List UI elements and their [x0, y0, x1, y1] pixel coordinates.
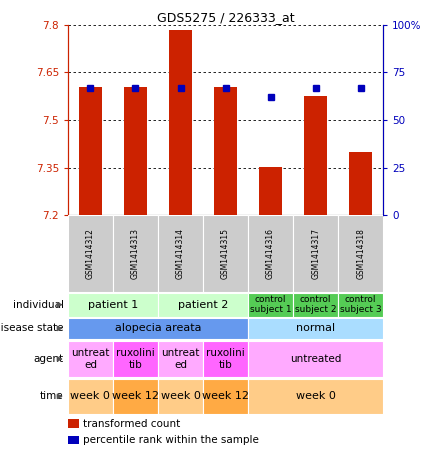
- Text: GSM1414313: GSM1414313: [131, 228, 140, 279]
- Text: week 0: week 0: [296, 391, 336, 401]
- Title: GDS5275 / 226333_at: GDS5275 / 226333_at: [157, 11, 294, 24]
- Text: control
subject 2: control subject 2: [295, 295, 336, 314]
- Text: GSM1414315: GSM1414315: [221, 228, 230, 279]
- Bar: [203, 341, 248, 377]
- Bar: [113, 215, 158, 292]
- Bar: [248, 318, 383, 339]
- Text: GSM1414316: GSM1414316: [266, 228, 275, 279]
- Bar: [293, 293, 338, 317]
- Bar: [158, 293, 248, 317]
- Bar: [113, 341, 158, 377]
- Text: patient 1: patient 1: [88, 299, 138, 310]
- Bar: [158, 215, 203, 292]
- Text: untreat
ed: untreat ed: [71, 348, 110, 370]
- Bar: [248, 379, 383, 414]
- Text: disease state: disease state: [0, 323, 64, 333]
- Bar: [158, 341, 203, 377]
- Text: week 12: week 12: [112, 391, 159, 401]
- Text: control
subject 3: control subject 3: [340, 295, 381, 314]
- Bar: [293, 215, 338, 292]
- Text: transformed count: transformed count: [83, 419, 180, 429]
- Text: untreat
ed: untreat ed: [161, 348, 200, 370]
- Bar: [68, 215, 113, 292]
- Bar: [203, 215, 248, 292]
- Bar: [124, 87, 147, 215]
- Bar: [68, 293, 158, 317]
- Text: week 0: week 0: [71, 391, 110, 401]
- Bar: [113, 379, 158, 414]
- Bar: [203, 379, 248, 414]
- Text: normal: normal: [296, 323, 335, 333]
- Text: ruxolini
tib: ruxolini tib: [206, 348, 245, 370]
- Bar: [79, 87, 102, 215]
- Bar: [248, 215, 293, 292]
- Bar: [248, 293, 293, 317]
- Bar: [68, 379, 113, 414]
- Text: ruxolini
tib: ruxolini tib: [116, 348, 155, 370]
- Text: GSM1414312: GSM1414312: [86, 228, 95, 279]
- Text: GSM1414317: GSM1414317: [311, 228, 320, 279]
- Text: individual: individual: [13, 299, 64, 310]
- Bar: [304, 96, 327, 215]
- Text: week 12: week 12: [202, 391, 249, 401]
- Text: alopecia areata: alopecia areata: [115, 323, 201, 333]
- Bar: [68, 318, 248, 339]
- Bar: [68, 341, 113, 377]
- Bar: [259, 167, 282, 215]
- Bar: [158, 379, 203, 414]
- Bar: [338, 293, 383, 317]
- Text: GSM1414314: GSM1414314: [176, 228, 185, 279]
- Text: untreated: untreated: [290, 354, 341, 364]
- Bar: [169, 29, 192, 215]
- Text: control
subject 1: control subject 1: [250, 295, 291, 314]
- Bar: [338, 215, 383, 292]
- Bar: [350, 152, 372, 215]
- Text: percentile rank within the sample: percentile rank within the sample: [83, 435, 259, 445]
- Text: week 0: week 0: [161, 391, 201, 401]
- Text: time: time: [40, 391, 64, 401]
- Text: patient 2: patient 2: [178, 299, 228, 310]
- Text: GSM1414318: GSM1414318: [356, 228, 365, 279]
- Bar: [248, 341, 383, 377]
- Text: agent: agent: [33, 354, 64, 364]
- Bar: [214, 87, 237, 215]
